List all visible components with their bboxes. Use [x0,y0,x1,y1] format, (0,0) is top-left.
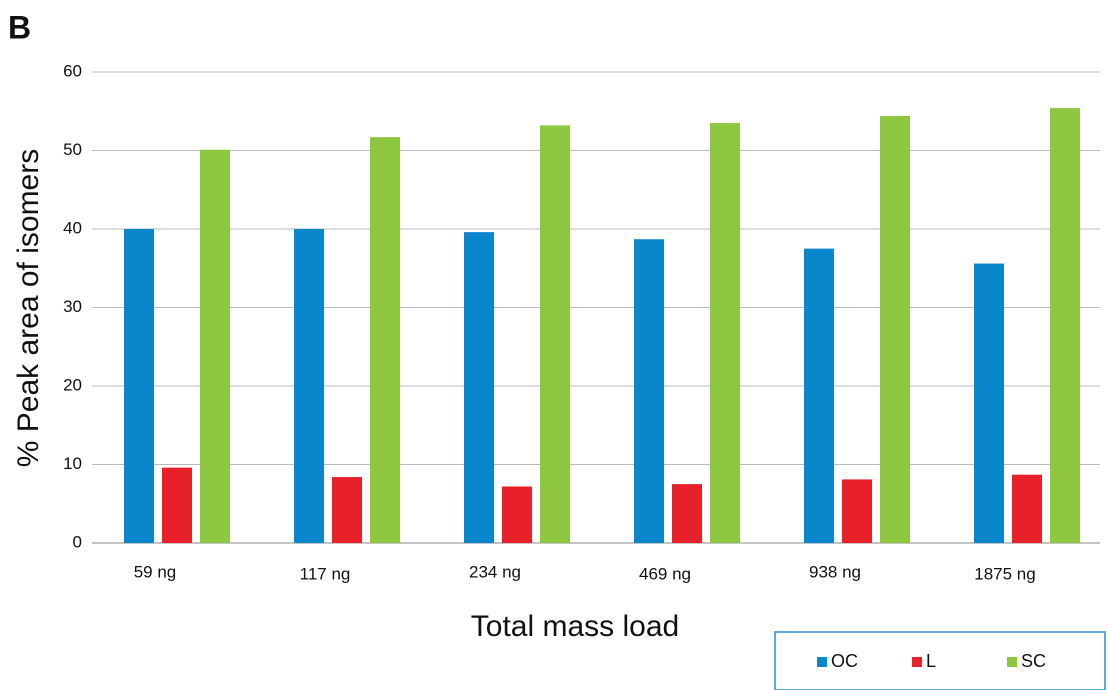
x-tick-label: 117 ng [300,564,351,583]
x-tick-label: 1875 ng [974,564,1035,583]
panel-label: B [8,9,31,45]
legend-swatch [1007,657,1017,667]
bar [634,239,664,543]
x-tick-label: 938 ng [809,562,861,581]
y-tick-label: 20 [63,375,82,394]
bar [124,229,154,543]
y-tick-label: 50 [63,140,82,159]
bar [540,125,570,543]
bar [370,137,400,543]
x-tick-label: 234 ng [469,562,521,581]
bar [672,484,702,543]
x-tick-label: 59 ng [134,562,177,581]
bar [294,229,324,543]
bar [804,248,834,543]
bar [842,479,872,543]
y-tick-label: 30 [63,297,82,316]
bar [880,115,910,544]
bar [200,149,230,543]
legend-label: OC [831,651,858,671]
x-axis-title: Total mass load [471,610,679,643]
y-tick-label: 60 [63,61,82,80]
bar [1050,108,1080,544]
y-tick-label: 40 [63,218,82,237]
bar [502,486,532,543]
legend-label: SC [1021,651,1046,671]
x-tick-label: 469 ng [639,564,691,583]
legend-swatch [912,657,922,667]
y-tick-label: 0 [73,532,82,551]
bar [1012,474,1042,543]
bar [332,477,362,543]
bar [710,123,740,544]
legend-label: L [926,651,936,671]
legend-swatch [817,657,827,667]
bar [974,263,1004,543]
y-axis-title: % Peak area of isomers [12,149,45,467]
y-tick-label: 10 [63,454,82,473]
bar [162,467,192,543]
bar [464,232,494,543]
legend-box [774,631,1106,690]
